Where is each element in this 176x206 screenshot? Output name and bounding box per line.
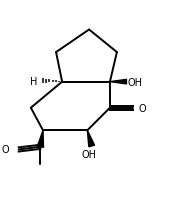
Text: OH: OH — [127, 77, 142, 87]
Polygon shape — [110, 80, 127, 84]
Text: O: O — [138, 103, 146, 113]
Polygon shape — [87, 131, 95, 147]
Text: H: H — [30, 76, 37, 86]
Polygon shape — [37, 131, 43, 147]
Text: O: O — [2, 145, 9, 155]
Text: OH: OH — [82, 149, 97, 159]
